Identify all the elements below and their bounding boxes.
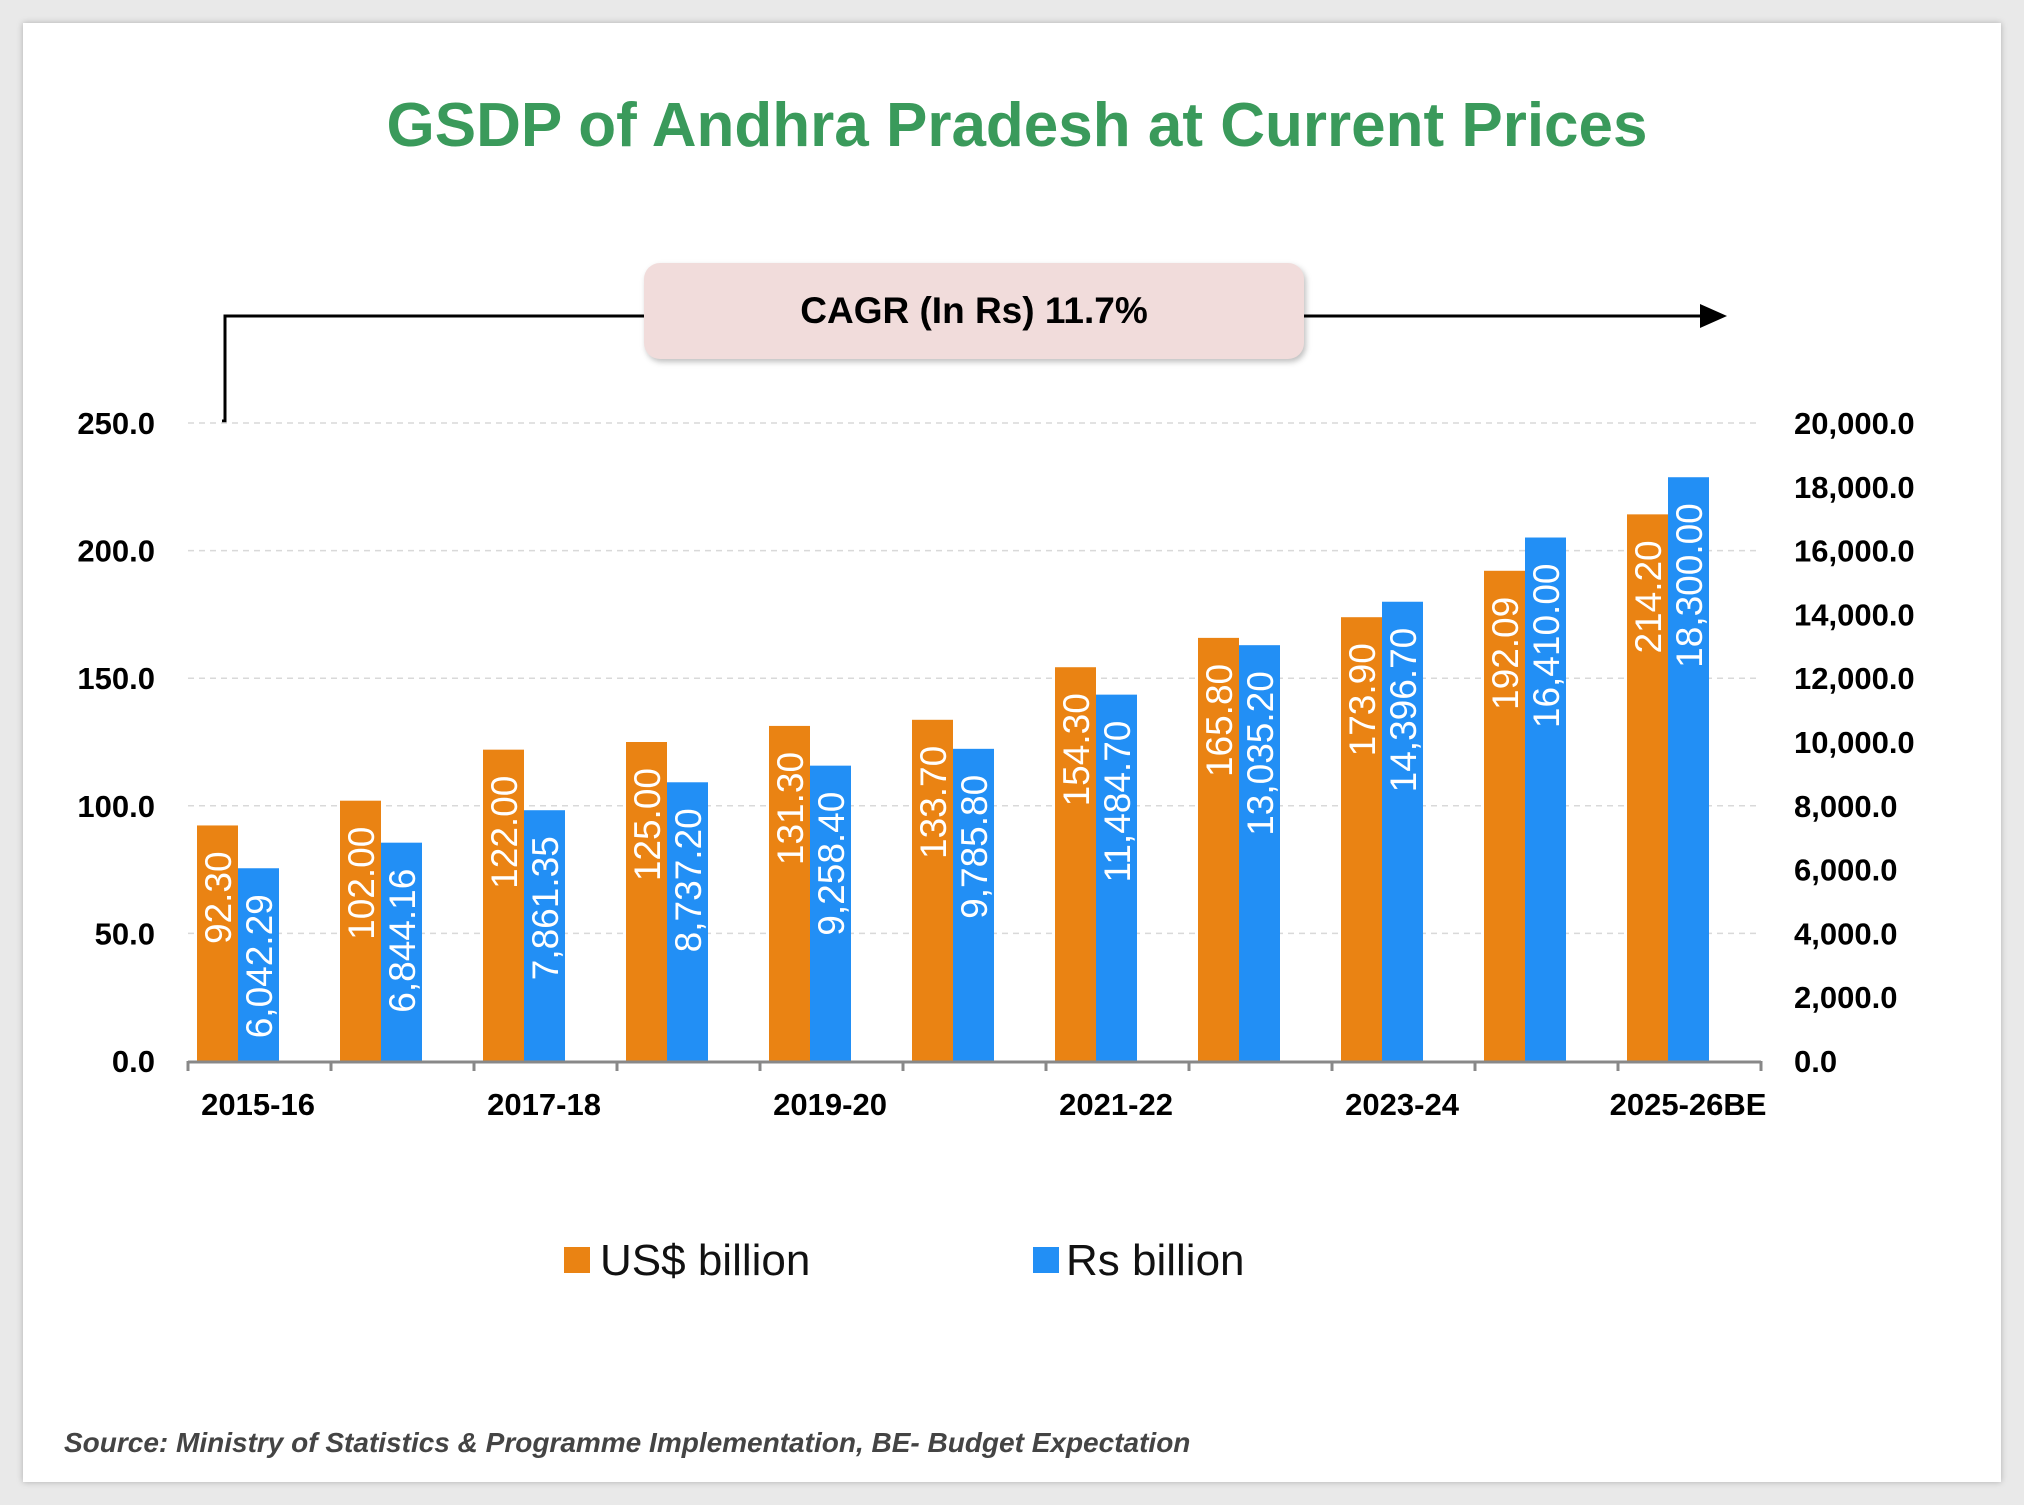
y-right-tick-label: 14,000.0: [1794, 597, 1915, 632]
legend-label-usd: US$ billion: [600, 1236, 810, 1285]
bar-usd: [1627, 514, 1668, 1061]
data-label: 214.20: [1628, 540, 1669, 653]
x-tick-label: 2019-20: [773, 1087, 887, 1122]
bar-usd: [197, 825, 238, 1061]
bar-rs: [381, 842, 422, 1061]
bar-rs: [238, 868, 279, 1061]
data-label: 9,258.40: [811, 792, 852, 936]
y-left-tick-label: 200.0: [77, 534, 155, 569]
legend-swatch-rs: [1033, 1247, 1059, 1273]
data-label: 9,785.80: [954, 775, 995, 919]
bar-usd: [912, 719, 953, 1061]
data-label: 6,042.29: [239, 894, 280, 1038]
bar-usd: [1341, 617, 1382, 1061]
source-note: Source: Ministry of Statistics & Program…: [64, 1427, 1190, 1458]
bar-rs: [1382, 601, 1423, 1061]
bar-rs: [1668, 477, 1709, 1062]
bar-rs: [1239, 645, 1280, 1061]
bar-rs: [810, 765, 851, 1061]
bar-usd: [1198, 637, 1239, 1061]
y-left-tick-label: 0.0: [112, 1044, 155, 1079]
data-label: 173.90: [1342, 643, 1383, 756]
y-right-tick-label: 12,000.0: [1794, 661, 1915, 696]
data-label: 165.80: [1199, 664, 1240, 777]
y-left-tick-label: 250.0: [77, 406, 155, 441]
bar-usd: [626, 742, 667, 1061]
bar-rs: [953, 748, 994, 1061]
data-label: 8,737.20: [668, 808, 709, 952]
legend-swatch-usd: [564, 1247, 590, 1273]
x-tick-label: 2017-18: [487, 1087, 601, 1122]
y-right-tick-label: 0.0: [1794, 1044, 1837, 1079]
bar-rs: [1096, 694, 1137, 1061]
y-left-tick-label: 100.0: [77, 789, 155, 824]
y-right-tick-label: 10,000.0: [1794, 725, 1915, 760]
data-label: 11,484.70: [1097, 721, 1138, 883]
y-right-tick-label: 4,000.0: [1794, 916, 1897, 951]
data-label: 18,300.00: [1669, 503, 1710, 668]
data-label: 92.30: [198, 851, 239, 944]
bar-rs: [1525, 537, 1566, 1061]
legend: US$ billion Rs billion: [564, 1236, 1245, 1285]
data-label: 133.70: [913, 746, 954, 859]
x-tick-label: 2021-22: [1059, 1087, 1173, 1122]
data-label: 154.30: [1056, 693, 1097, 806]
data-label: 16,410.00: [1526, 564, 1567, 729]
data-label: 192.09: [1485, 597, 1526, 710]
data-label: 13,035.20: [1240, 671, 1281, 836]
bar-usd: [1484, 570, 1525, 1061]
data-label: 122.00: [484, 776, 525, 889]
bar-usd: [340, 800, 381, 1061]
y-right-tick-label: 16,000.0: [1794, 534, 1915, 569]
x-tick-label: 2023-24: [1345, 1087, 1460, 1122]
cagr-box: [644, 263, 1304, 359]
x-tick-label: 2015-16: [201, 1087, 315, 1122]
data-label: 125.00: [627, 768, 668, 881]
chart-title: GSDP of Andhra Pradesh at Current Prices: [386, 91, 1647, 160]
cagr-label: CAGR (In Rs) 11.7%: [800, 290, 1147, 331]
arrow-head-icon: [1700, 304, 1727, 328]
data-label: 7,861.35: [525, 836, 566, 980]
y-left-tick-label: 150.0: [77, 661, 155, 696]
bar-usd: [769, 725, 810, 1061]
y-right-tick-label: 20,000.0: [1794, 406, 1915, 441]
data-label: 102.00: [341, 827, 382, 940]
y-right-tick-label: 6,000.0: [1794, 853, 1897, 888]
x-tick-label: 2025-26BE: [1610, 1087, 1767, 1122]
bar-rs: [524, 810, 565, 1061]
data-label: 131.30: [770, 752, 811, 865]
data-label: 6,844.16: [382, 869, 423, 1013]
y-right-tick-label: 2,000.0: [1794, 980, 1897, 1015]
bar-usd: [1055, 667, 1096, 1061]
y-left-tick-label: 50.0: [95, 916, 155, 951]
bar-usd: [483, 749, 524, 1061]
y-right-tick-label: 18,000.0: [1794, 470, 1915, 505]
legend-label-rs: Rs billion: [1066, 1236, 1245, 1285]
bar-rs: [667, 782, 708, 1061]
y-right-tick-label: 8,000.0: [1794, 789, 1897, 824]
data-label: 14,396.70: [1383, 628, 1424, 793]
